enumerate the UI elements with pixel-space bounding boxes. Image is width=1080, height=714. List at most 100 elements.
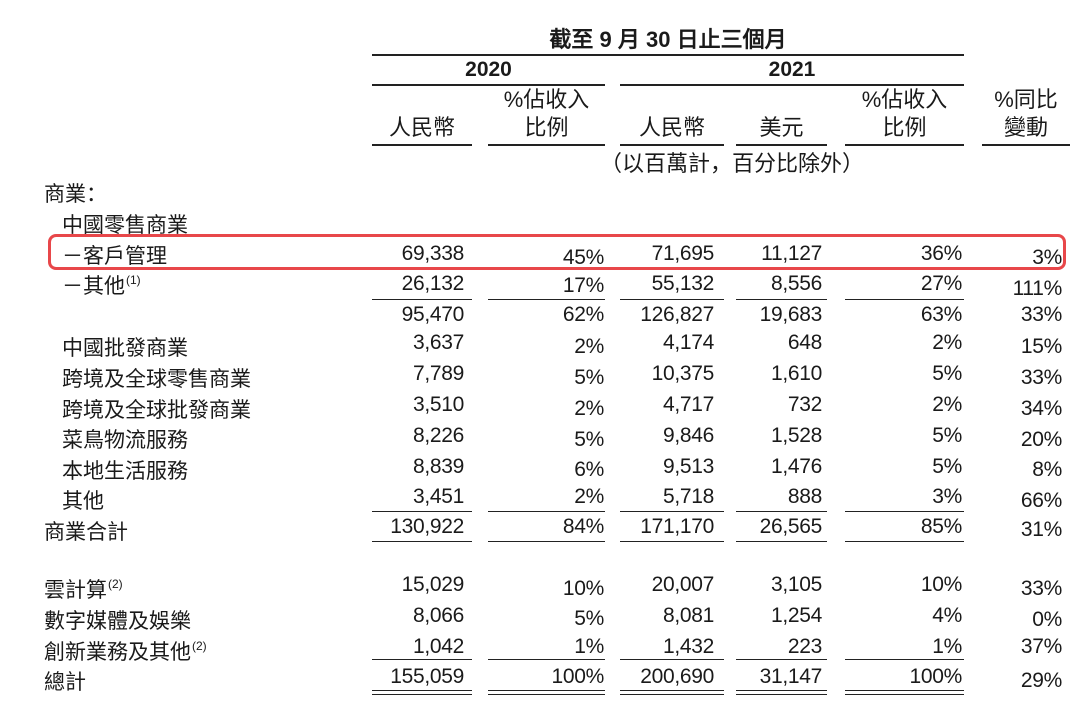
cell: 130,922 [390,515,464,538]
year-2021: 2021 [768,58,816,81]
rule-grand-total [845,659,964,660]
cell: 732 [787,393,822,416]
cell: 6% [574,458,604,481]
rule-subtotal [488,299,605,300]
row-label-china-retail-other: －其他(1) [62,270,141,300]
row-label-innovation: 創新業務及其他(2) [44,636,207,666]
col-rmb-2021: 人民幣 [638,115,705,140]
rule-subtotal [372,299,472,300]
highlight-box-customer-management [48,234,1066,270]
col-pct-2020-line1: %佔收入 [503,87,590,112]
cell: 648 [787,331,822,354]
cell: 1,610 [770,362,822,385]
row-label-cainiao: 菜鳥物流服務 [62,429,188,452]
cell: 36% [920,242,962,265]
row-label-china-wholesale: 中國批發商業 [62,337,188,360]
rule-col-pct-2020 [488,144,605,146]
cell: 20% [1020,428,1062,451]
cell: 95,470 [401,303,465,326]
row-label-cloud: 雲計算(2) [44,574,123,604]
col-usd-2021: 美元 [759,115,804,140]
rule-total [372,511,472,512]
rule-col-pct-2021 [845,144,964,146]
rule-year-2020 [372,84,605,86]
cell: 37% [1020,635,1062,658]
rule-total-bottom [845,541,964,542]
period-title: 截至 9 月 30 日止三個月 [549,27,787,52]
row-label-china-retail: 中國零售商業 [62,214,188,237]
double-rule [736,690,827,695]
row-label-commerce-other: 其他 [62,490,104,513]
row-label-local-services: 本地生活服務 [62,460,188,483]
cell: 20,007 [651,573,715,596]
double-rule [372,690,472,695]
label-text: 創新業務及其他 [44,641,191,664]
rule-grand-total [372,659,472,660]
rule-subtotal [620,299,724,300]
footnote-ref: (2) [192,639,207,653]
rule-total-bottom [736,541,827,542]
rule-col-yoy [982,144,1070,146]
rule-total-bottom [620,541,724,542]
cell: 1,254 [770,604,822,627]
cell: 3% [1032,246,1062,269]
double-rule [620,690,724,695]
col-yoy: %同比 變動 [982,86,1070,142]
rule-total-bottom [372,541,472,542]
cell: 1,476 [770,455,822,478]
cell: 8,839 [412,455,464,478]
cell: 9,513 [662,455,714,478]
cell: 3,451 [412,485,464,508]
cell: 8,556 [770,272,822,295]
cell: 100% [551,665,604,688]
col-pct-2021-line1: %佔收入 [861,87,948,112]
col-yoy-line1: %同比 [994,87,1058,112]
cell: 5% [574,428,604,451]
year-2020: 2020 [465,58,512,81]
cell: 5,718 [662,485,714,508]
cell: 31% [1020,518,1062,541]
cell: 3,510 [412,393,464,416]
col-pct-2021: %佔收入 比例 [845,86,964,142]
cell: 26,132 [401,272,465,295]
row-label-total: 總計 [44,671,86,694]
label-text: －其他 [62,275,125,298]
cell: 171,170 [640,515,714,538]
cell: 888 [787,485,822,508]
col-pct-2020: %佔收入 比例 [488,86,605,142]
cell: 26,565 [759,515,823,538]
row-label-intl-wholesale: 跨境及全球批發商業 [62,399,251,422]
rule-col-rmb-2021 [620,144,724,146]
cell: 15,029 [401,573,465,596]
cell: 0% [1032,608,1062,631]
col-rmb-2020: 人民幣 [388,115,455,140]
cell: 1,528 [770,424,822,447]
cell: 8% [1032,458,1062,481]
rule-subtotal [736,299,827,300]
cell: 31,147 [759,665,823,688]
col-pct-2020-line2: 比例 [524,115,569,140]
cell: 5% [932,455,962,478]
row-label-customer-management: －客戶管理 [62,245,167,268]
col-pct-2021-line2: 比例 [882,115,927,140]
footnote-ref: (2) [108,577,123,591]
cell: 33% [1020,366,1062,389]
cell: 69,338 [401,242,465,265]
cell: 1% [932,635,962,658]
rule-period [372,54,964,56]
cell: 19,683 [759,303,823,326]
row-label-digital-media: 數字媒體及娛樂 [44,610,191,633]
cell: 5% [574,366,604,389]
row-label-intl-retail: 跨境及全球零售商業 [62,368,251,391]
double-rule [488,690,605,695]
cell: 10% [920,573,962,596]
cell: 2% [574,397,604,420]
rule-total [488,511,605,512]
rule-total [620,511,724,512]
units-note: （以百萬計，百分比除外） [600,151,865,176]
rule-col-rmb-2020 [372,144,472,146]
cell: 3,105 [770,573,822,596]
rule-grand-total [488,659,605,660]
cell: 4% [932,604,962,627]
col-yoy-line2: 變動 [1003,115,1048,140]
